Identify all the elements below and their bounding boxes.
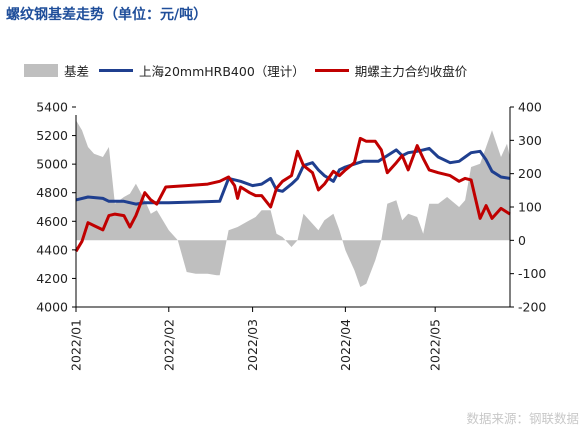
- y-left-tick-label: 4800: [36, 185, 68, 200]
- series-futures-price-line: [74, 136, 511, 253]
- y-right-tick-label: -200: [518, 300, 546, 315]
- series-spot-price-line: [75, 146, 511, 206]
- y-right-tick-label: -100: [518, 266, 546, 281]
- axes-layer: 40004200440046004800500052005400-200-100…: [36, 100, 546, 371]
- chart-legend: 基差 上海20mmHRB400（理计） 期螺主力合约收盘价: [24, 60, 477, 80]
- legend-label-basis: 基差: [64, 63, 90, 79]
- basis-area-layer: [76, 120, 510, 287]
- legend-swatch-spot-price: [99, 68, 134, 72]
- legend-item-futures-price: 期螺主力合约收盘价: [314, 61, 468, 80]
- x-tick-label: 2022/05: [428, 319, 443, 371]
- legend-label-spot-price: 上海20mmHRB400（理计）: [139, 63, 305, 79]
- legend-swatch-futures-price: [314, 68, 349, 72]
- x-tick-label: 2022/01: [69, 319, 84, 371]
- chart-title: 螺纹钢基差走势（单位：元/吨）: [6, 7, 208, 23]
- x-tick-label: 2022/02: [161, 319, 176, 371]
- y-right-tick-label: 300: [518, 133, 542, 148]
- data-source-note: 数据来源：钢联数据: [466, 411, 579, 426]
- y-right-tick-label: 100: [518, 200, 542, 215]
- y-left-tick-label: 5000: [36, 157, 68, 172]
- y-right-tick-label: 400: [518, 100, 542, 115]
- y-left-tick-label: 4600: [36, 214, 68, 229]
- y-left-tick-label: 5400: [36, 100, 68, 115]
- y-left-tick-label: 4400: [36, 242, 68, 257]
- y-left-tick-label: 4000: [36, 300, 68, 315]
- x-tick-label: 2022/03: [245, 319, 260, 371]
- legend-label-futures-price: 期螺主力合约收盘价: [354, 63, 468, 79]
- y-left-tick-label: 4200: [36, 271, 68, 286]
- price-lines-layer: [74, 136, 511, 253]
- series-basis-area: [76, 120, 510, 287]
- y-left-tick-label: 5200: [36, 128, 68, 143]
- legend-item-spot-price: 上海20mmHRB400（理计）: [99, 61, 305, 80]
- y-right-tick-label: 0: [518, 233, 526, 248]
- legend-item-basis: 基差: [24, 61, 89, 80]
- x-tick-label: 2022/04: [338, 319, 353, 371]
- y-right-tick-label: 200: [518, 166, 542, 181]
- legend-swatch-basis: [24, 63, 58, 77]
